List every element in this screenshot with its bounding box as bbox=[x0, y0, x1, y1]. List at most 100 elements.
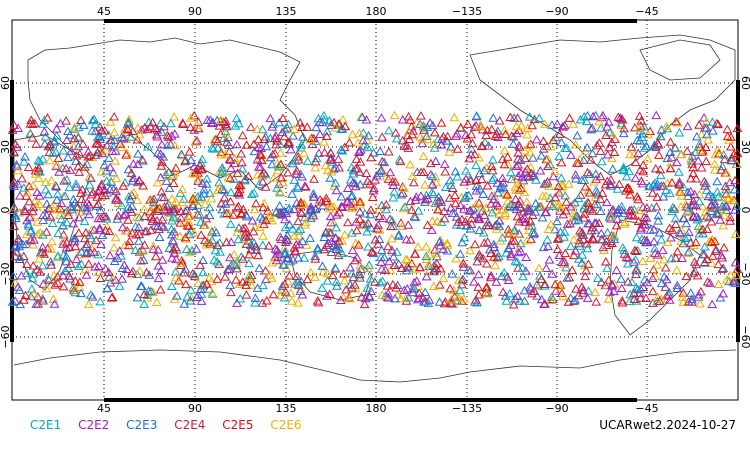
observation-marker bbox=[474, 249, 485, 259]
observation-marker bbox=[541, 263, 552, 272]
observation-marker bbox=[472, 256, 483, 266]
observation-marker bbox=[373, 220, 383, 229]
observation-marker bbox=[104, 226, 115, 236]
observation-marker bbox=[493, 251, 504, 260]
observation-marker bbox=[434, 236, 445, 246]
observation-marker bbox=[171, 272, 181, 282]
observation-marker bbox=[170, 140, 180, 150]
observation-marker bbox=[95, 296, 106, 306]
observation-marker bbox=[265, 113, 276, 123]
observation-marker bbox=[308, 192, 319, 201]
observation-marker bbox=[590, 169, 601, 178]
observation-marker bbox=[619, 123, 629, 133]
observation-marker bbox=[73, 202, 83, 211]
observation-marker bbox=[638, 160, 649, 169]
observation-marker bbox=[297, 236, 308, 246]
observation-marker bbox=[575, 225, 585, 235]
observation-marker bbox=[600, 179, 611, 189]
observation-marker bbox=[44, 155, 55, 165]
observation-marker bbox=[397, 135, 408, 145]
observation-marker bbox=[594, 116, 604, 126]
observation-marker bbox=[109, 242, 119, 252]
observation-marker bbox=[73, 161, 84, 171]
observation-marker bbox=[731, 270, 742, 280]
observation-marker bbox=[577, 282, 587, 291]
observation-marker bbox=[70, 241, 81, 251]
observation-marker bbox=[506, 131, 517, 140]
observation-marker bbox=[104, 153, 114, 162]
observation-marker bbox=[421, 241, 432, 251]
observation-marker bbox=[651, 201, 662, 211]
observation-marker bbox=[128, 159, 139, 168]
observation-marker bbox=[185, 113, 196, 122]
observation-marker bbox=[92, 138, 102, 148]
observation-marker bbox=[582, 243, 593, 253]
observation-marker bbox=[157, 157, 167, 166]
observation-marker bbox=[486, 248, 496, 258]
observation-marker bbox=[170, 267, 181, 276]
observation-marker bbox=[348, 168, 359, 178]
observation-marker bbox=[272, 136, 282, 145]
observation-marker bbox=[492, 126, 503, 135]
observation-marker bbox=[524, 225, 534, 235]
observation-marker bbox=[414, 262, 425, 272]
right-lat-label: 60 bbox=[739, 76, 750, 90]
observation-marker bbox=[540, 279, 550, 288]
observation-marker bbox=[200, 199, 210, 208]
observation-marker bbox=[519, 296, 530, 305]
observation-marker bbox=[94, 185, 105, 194]
observation-marker bbox=[165, 118, 176, 128]
observation-marker bbox=[9, 181, 19, 190]
observation-marker bbox=[655, 170, 666, 180]
observation-marker bbox=[602, 122, 613, 131]
observation-marker bbox=[58, 220, 68, 230]
observation-marker bbox=[187, 168, 198, 178]
observation-marker bbox=[346, 162, 357, 172]
observation-marker bbox=[365, 179, 375, 188]
observation-marker bbox=[283, 276, 294, 286]
observation-marker bbox=[214, 177, 224, 187]
observation-marker bbox=[539, 299, 549, 309]
observation-marker bbox=[551, 286, 561, 295]
observation-marker bbox=[447, 269, 458, 278]
observation-marker bbox=[583, 198, 594, 208]
observation-marker bbox=[101, 176, 112, 185]
observation-marker bbox=[654, 228, 665, 237]
observation-marker bbox=[224, 146, 235, 156]
observation-marker bbox=[171, 163, 181, 172]
observation-marker bbox=[257, 177, 268, 186]
observation-marker bbox=[331, 222, 342, 232]
observation-marker bbox=[241, 290, 252, 299]
observation-marker bbox=[342, 183, 353, 193]
observation-marker bbox=[216, 198, 227, 207]
observation-marker bbox=[180, 264, 191, 273]
observation-marker bbox=[537, 212, 548, 222]
observation-marker bbox=[233, 234, 244, 244]
observation-marker bbox=[235, 293, 246, 303]
observation-marker bbox=[577, 230, 588, 239]
observation-marker bbox=[520, 213, 530, 223]
observation-marker bbox=[166, 281, 177, 291]
observation-marker bbox=[249, 204, 260, 214]
observation-marker bbox=[192, 191, 203, 201]
observation-marker bbox=[280, 237, 291, 246]
observation-marker bbox=[549, 166, 560, 176]
observation-marker bbox=[616, 274, 626, 283]
observation-marker bbox=[477, 140, 487, 150]
observation-marker bbox=[287, 189, 297, 198]
observation-marker bbox=[487, 207, 498, 217]
observation-marker bbox=[657, 245, 668, 255]
observation-marker bbox=[188, 195, 198, 205]
observation-marker bbox=[654, 150, 664, 159]
observation-marker bbox=[239, 175, 250, 185]
observation-marker bbox=[515, 178, 526, 188]
observation-marker bbox=[25, 235, 36, 245]
observation-marker bbox=[350, 164, 361, 173]
observation-marker bbox=[421, 271, 432, 281]
observation-marker bbox=[333, 154, 344, 163]
observation-marker bbox=[350, 284, 361, 293]
observation-marker bbox=[63, 210, 74, 220]
observation-marker bbox=[296, 140, 307, 149]
observation-marker bbox=[111, 173, 122, 183]
observation-marker bbox=[367, 192, 378, 202]
